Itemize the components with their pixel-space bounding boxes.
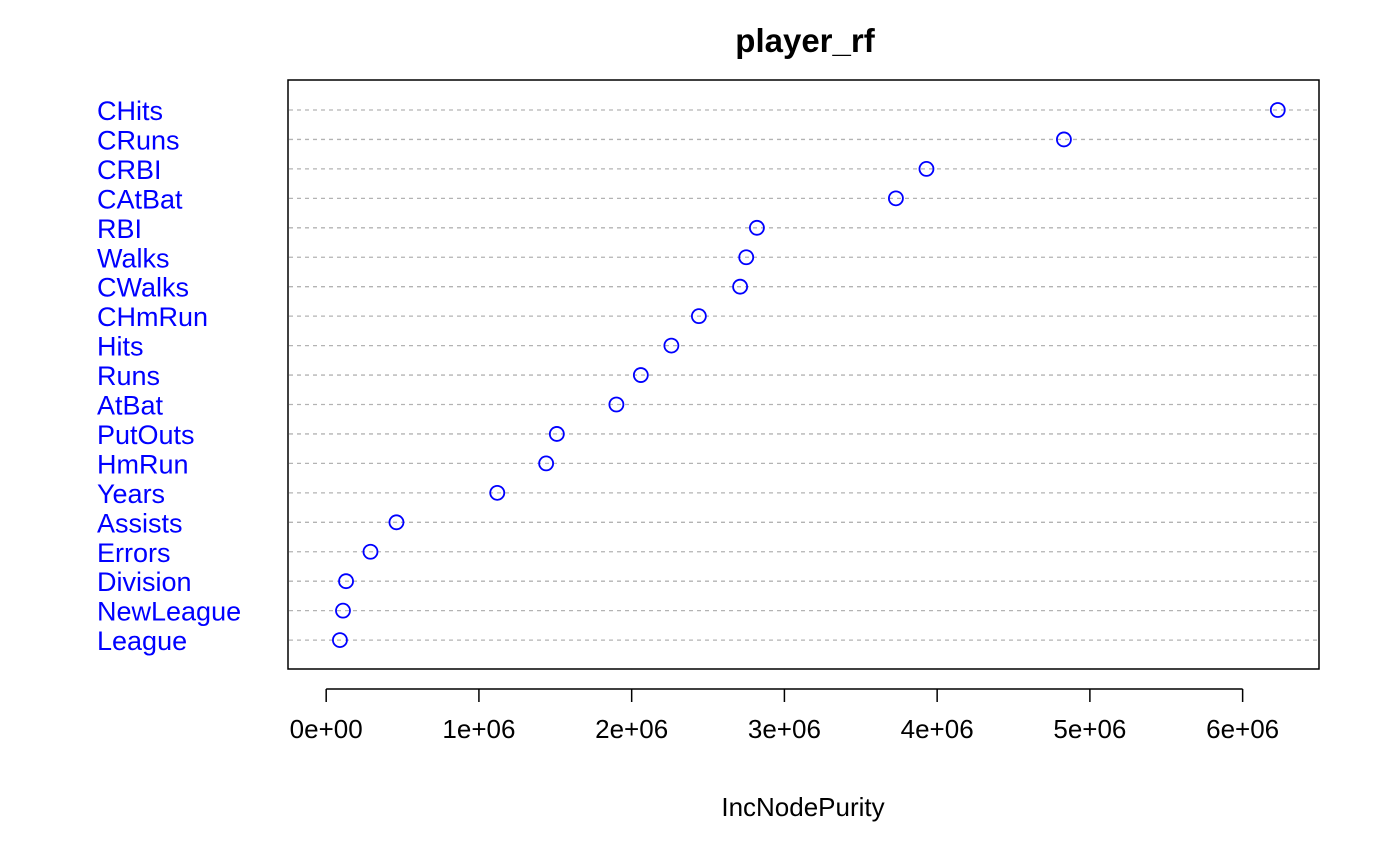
data-points xyxy=(332,102,1286,648)
category-labels: CHitsCRunsCRBICAtBatRBIWalksCWalksCHmRun… xyxy=(97,96,241,656)
data-point xyxy=(888,190,904,207)
data-point xyxy=(548,426,565,442)
data-point xyxy=(335,602,351,619)
chart-title: player_rf xyxy=(735,22,875,59)
data-point xyxy=(749,219,765,236)
x-tick-label: 0e+00 xyxy=(290,714,363,744)
data-point xyxy=(690,308,707,325)
data-point xyxy=(732,278,749,295)
data-point xyxy=(362,543,379,560)
data-point xyxy=(338,573,354,590)
data-point xyxy=(489,484,506,501)
category-label: Runs xyxy=(97,361,160,391)
data-point xyxy=(663,337,680,354)
x-tick-label: 6e+06 xyxy=(1206,714,1279,744)
data-point xyxy=(918,160,935,177)
x-tick-label: 4e+06 xyxy=(901,714,974,744)
plot-box xyxy=(287,79,1320,670)
x-axis-title: IncNodePurity xyxy=(721,792,884,822)
x-tick-label: 3e+06 xyxy=(748,714,821,744)
category-label: PutOuts xyxy=(97,420,195,450)
category-label: Walks xyxy=(97,243,170,273)
grid-lines xyxy=(289,109,1318,641)
category-label: CWalks xyxy=(97,273,189,303)
category-label: Errors xyxy=(97,538,171,568)
data-point xyxy=(1056,131,1072,148)
data-point xyxy=(738,249,755,266)
category-label: RBI xyxy=(97,214,142,244)
data-point xyxy=(1269,102,1286,118)
data-point xyxy=(608,396,625,413)
data-point xyxy=(538,455,555,472)
category-label: Assists xyxy=(97,508,183,538)
category-label: AtBat xyxy=(97,391,164,421)
category-label: HmRun xyxy=(97,449,189,479)
x-tick-label: 1e+06 xyxy=(442,714,515,744)
category-label: League xyxy=(97,626,187,656)
x-tick-label: 5e+06 xyxy=(1053,714,1126,744)
category-label: CRBI xyxy=(97,155,162,185)
data-point xyxy=(388,514,405,531)
category-label: CRuns xyxy=(97,125,180,155)
x-axis: 0e+00 1e+06 2e+06 3e+06 4e+06 5e+06 6e+06 xyxy=(290,688,1279,744)
category-label: CHits xyxy=(97,96,163,126)
category-label: CAtBat xyxy=(97,184,183,214)
category-label: Division xyxy=(97,567,192,597)
category-label: CHmRun xyxy=(97,302,208,332)
category-label: Hits xyxy=(97,332,144,362)
data-point xyxy=(632,367,649,383)
category-label: Years xyxy=(97,479,165,509)
x-tick-label: 2e+06 xyxy=(595,714,668,744)
data-point xyxy=(332,632,348,648)
category-label: NewLeague xyxy=(97,597,241,627)
